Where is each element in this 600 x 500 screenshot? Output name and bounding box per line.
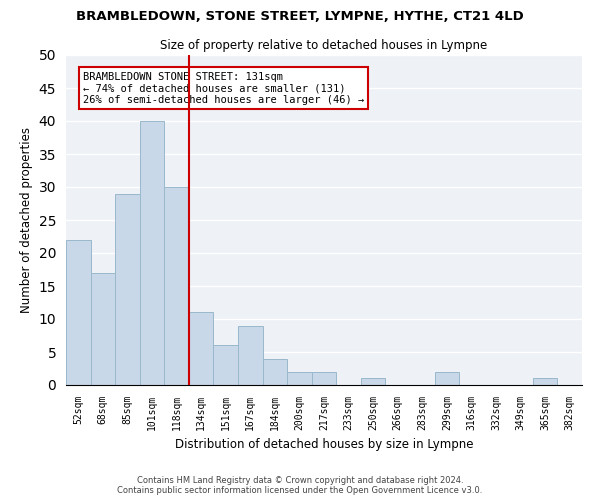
X-axis label: Distribution of detached houses by size in Lympne: Distribution of detached houses by size … [175, 438, 473, 452]
Bar [287, 372, 312, 385]
Y-axis label: Number of detached properties: Number of detached properties [20, 127, 33, 313]
Bar [189, 312, 214, 385]
Bar [115, 194, 140, 385]
Bar [434, 372, 459, 385]
Bar [66, 240, 91, 385]
Text: Contains HM Land Registry data © Crown copyright and database right 2024.
Contai: Contains HM Land Registry data © Crown c… [118, 476, 482, 495]
Bar [164, 187, 189, 385]
Bar [312, 372, 336, 385]
Text: BRAMBLEDOWN STONE STREET: 131sqm
← 74% of detached houses are smaller (131)
26% : BRAMBLEDOWN STONE STREET: 131sqm ← 74% o… [83, 72, 364, 104]
Bar [263, 358, 287, 385]
Bar [533, 378, 557, 385]
Bar [214, 346, 238, 385]
Title: Size of property relative to detached houses in Lympne: Size of property relative to detached ho… [160, 40, 488, 52]
Bar [361, 378, 385, 385]
Text: BRAMBLEDOWN, STONE STREET, LYMPNE, HYTHE, CT21 4LD: BRAMBLEDOWN, STONE STREET, LYMPNE, HYTHE… [76, 10, 524, 23]
Bar [238, 326, 263, 385]
Bar [140, 121, 164, 385]
Bar [91, 273, 115, 385]
